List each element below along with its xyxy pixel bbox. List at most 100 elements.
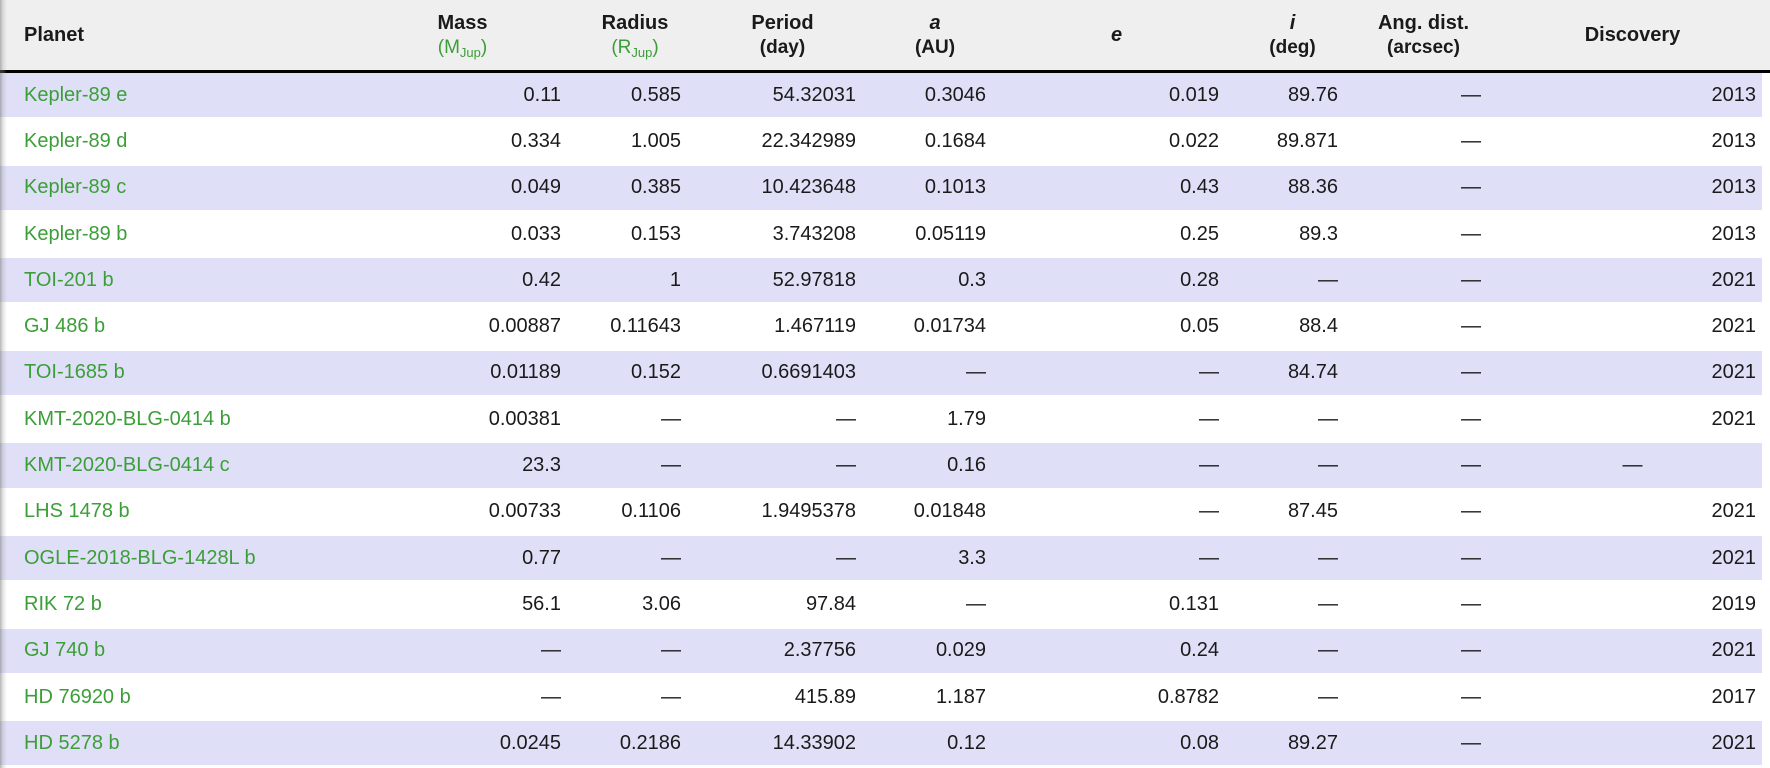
column-header-radius[interactable]: Radius (RJup)	[575, 0, 695, 73]
column-header-discovery[interactable]: Discovery	[1495, 0, 1770, 73]
cell-planet: LHS 1478 b	[0, 487, 350, 535]
column-label-e: e	[1110, 24, 1123, 46]
table-row: HD 76920 b — —415.89 1.187 0.8782— —2017	[0, 672, 1770, 721]
cell-i: 87.45	[1233, 487, 1352, 535]
planet-link[interactable]: HD 76920 b	[24, 685, 131, 708]
table-row: TOI-1685 b 0.01189 0.152 0.6691403— —84.74—2…	[0, 348, 1770, 397]
cell-discovery: 2021	[1495, 626, 1770, 674]
cell-discovery: 2021	[1495, 395, 1770, 443]
cell-mass: 0.01189	[350, 348, 575, 397]
column-label-mass: Mass	[437, 12, 488, 34]
cell-ang_dist: —	[1352, 580, 1495, 628]
cell-discovery: 2021	[1495, 348, 1770, 397]
planet-link[interactable]: OGLE-2018-BLG-1428L b	[24, 546, 256, 569]
cell-period: 3.743208	[695, 209, 870, 258]
planet-link[interactable]: LHS 1478 b	[24, 500, 130, 523]
cell-radius: —	[575, 533, 695, 582]
cell-a: 0.01734	[870, 302, 1000, 350]
planet-link[interactable]: GJ 740 b	[24, 639, 106, 662]
cell-planet: GJ 486 b	[0, 302, 350, 350]
planet-link[interactable]: GJ 486 b	[24, 315, 106, 338]
cell-a: 3.3	[870, 533, 1000, 582]
planet-link[interactable]: KMT-2020-BLG-0414 c	[24, 454, 230, 477]
cell-e: —	[1000, 487, 1233, 535]
cell-radius: 0.11643	[575, 302, 695, 350]
cell-i: 84.74	[1233, 348, 1352, 397]
planet-link[interactable]: Kepler-89 c	[24, 176, 127, 199]
cell-planet: OGLE-2018-BLG-1428L b	[0, 533, 350, 582]
cell-mass: 0.049	[350, 163, 575, 211]
cell-mass: 0.11	[350, 70, 575, 119]
cell-period: 1.9495378	[695, 487, 870, 535]
cell-planet: Kepler-89 e	[0, 70, 350, 119]
planet-link[interactable]: TOI-201 b	[24, 268, 114, 291]
cell-i: 88.36	[1233, 163, 1352, 211]
cell-planet: HD 5278 b	[0, 719, 350, 766]
cell-ang_dist: —	[1352, 533, 1495, 582]
cell-e: —	[1000, 533, 1233, 582]
cell-i: 89.871	[1233, 117, 1352, 165]
cell-a: 1.79	[870, 395, 1000, 443]
column-label-radius: Radius	[601, 12, 669, 34]
planet-link[interactable]: Kepler-89 e	[24, 83, 128, 106]
cell-ang_dist: —	[1352, 672, 1495, 721]
cell-i: —	[1233, 441, 1352, 489]
table-row: KMT-2020-BLG-0414 c 23.3— —0.16— — — —	[0, 441, 1770, 489]
cell-planet: GJ 740 b	[0, 626, 350, 674]
planet-link[interactable]: Kepler-89 d	[24, 129, 128, 152]
cell-i: —	[1233, 533, 1352, 582]
cell-a: 0.12	[870, 719, 1000, 766]
column-unit-i: (deg)	[1269, 37, 1316, 58]
cell-discovery: 2021	[1495, 719, 1770, 766]
column-header-period[interactable]: Period (day)	[695, 0, 870, 73]
planet-link[interactable]: RIK 72 b	[24, 592, 102, 615]
cell-radius: 1	[575, 256, 695, 304]
cell-a: 0.16	[870, 441, 1000, 489]
cell-a: 1.187	[870, 672, 1000, 721]
column-header-a[interactable]: a (AU)	[870, 0, 1000, 73]
cell-discovery: 2021	[1495, 302, 1770, 350]
cell-radius: —	[575, 395, 695, 443]
cell-e: 0.25	[1000, 209, 1233, 258]
cell-e: —	[1000, 348, 1233, 397]
cell-radius: 1.005	[575, 117, 695, 165]
cell-planet: TOI-201 b	[0, 256, 350, 304]
table-row: OGLE-2018-BLG-1428L b 0.77— —3.3— — —2021	[0, 533, 1770, 582]
column-header-e[interactable]: e	[1000, 0, 1233, 73]
table-header: Planet Mass (MJup) Radius (RJup) Period (day) a…	[0, 0, 1770, 73]
column-label-planet: Planet	[24, 24, 85, 46]
planet-link[interactable]: Kepler-89 b	[24, 222, 128, 245]
table-row: TOI-201 b 0.42 1 52.97818 0.3 0.28— —2021	[0, 256, 1770, 304]
cell-period: 0.6691403	[695, 348, 870, 397]
column-label-ang_dist: Ang. dist.	[1377, 12, 1470, 34]
header-row: Planet Mass (MJup) Radius (RJup) Period (day) a…	[0, 0, 1770, 73]
cell-e: 0.28	[1000, 256, 1233, 304]
cell-mass: 0.77	[350, 533, 575, 582]
cell-mass: 0.00733	[350, 487, 575, 535]
column-header-planet[interactable]: Planet	[0, 0, 350, 73]
planet-link[interactable]: KMT-2020-BLG-0414 b	[24, 407, 231, 430]
cell-planet: Kepler-89 c	[0, 163, 350, 211]
column-header-mass[interactable]: Mass (MJup)	[350, 0, 575, 73]
table-row: Kepler-89 d 0.334 1.005 22.342989 0.1684 0.02…	[0, 117, 1770, 165]
column-header-ang_dist[interactable]: Ang. dist. (arcsec)	[1352, 0, 1495, 73]
cell-i: 88.4	[1233, 302, 1352, 350]
cell-mass: —	[350, 672, 575, 721]
cell-discovery: 2013	[1495, 117, 1770, 165]
cell-radius: —	[575, 441, 695, 489]
cell-mass: 0.42	[350, 256, 575, 304]
cell-period: 54.32031	[695, 70, 870, 119]
column-header-i[interactable]: i (deg)	[1233, 0, 1352, 73]
table-body: Kepler-89 e 0.11 0.585 54.32031 0.3046 0.019 8…	[0, 70, 1770, 766]
cell-discovery: —	[1495, 441, 1770, 489]
column-unit-ang_dist: (arcsec)	[1387, 37, 1460, 58]
table-row: Kepler-89 c 0.049 0.385 10.423648 0.1013 0.43…	[0, 163, 1770, 211]
cell-planet: KMT-2020-BLG-0414 c	[0, 441, 350, 489]
cell-a: 0.029	[870, 626, 1000, 674]
planet-link[interactable]: HD 5278 b	[24, 731, 120, 754]
cell-ang_dist: —	[1352, 441, 1495, 489]
cell-radius: 0.385	[575, 163, 695, 211]
cell-a: —	[870, 580, 1000, 628]
cell-period: 52.97818	[695, 256, 870, 304]
planet-link[interactable]: TOI-1685 b	[24, 361, 125, 384]
